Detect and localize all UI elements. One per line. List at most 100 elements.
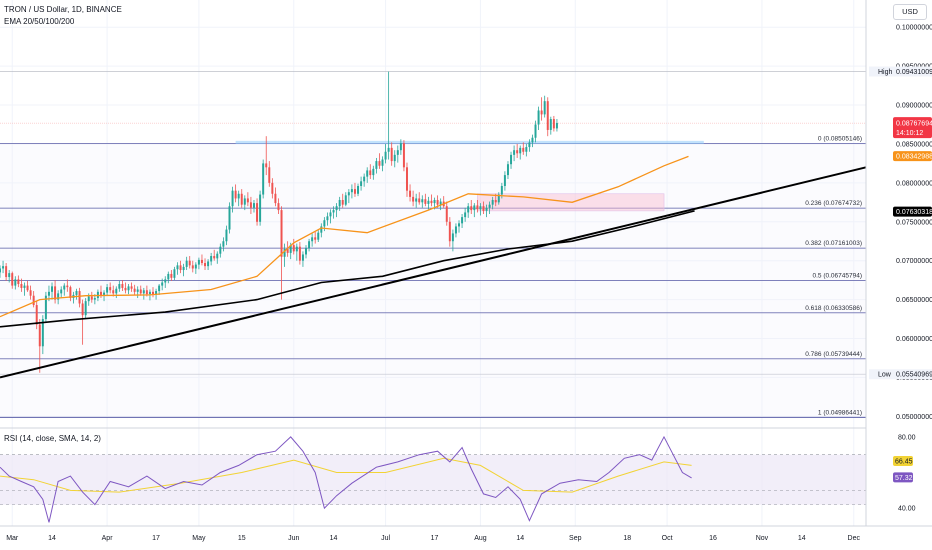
candle-body bbox=[75, 291, 78, 295]
candle-body bbox=[188, 260, 191, 266]
fibonacci-retracement[interactable]: 0 (0.08505146) 0.236 (0.07674732) 0.382 (0… bbox=[0, 136, 866, 418]
candle-body bbox=[458, 223, 461, 227]
low-label: Low bbox=[878, 372, 892, 379]
candle-body bbox=[81, 303, 84, 316]
candle-body bbox=[204, 263, 207, 267]
candle-body bbox=[191, 265, 194, 269]
candle-body bbox=[32, 295, 35, 306]
price-tick-label: 0.07000000 bbox=[896, 258, 932, 265]
candle-body bbox=[418, 198, 421, 203]
candle-body bbox=[17, 279, 20, 285]
candle-body bbox=[372, 168, 375, 176]
candle-body bbox=[341, 199, 344, 205]
candle-body bbox=[436, 199, 439, 205]
time-tick-label: Jul bbox=[381, 535, 390, 542]
candle-body bbox=[234, 190, 237, 199]
indicator-legend[interactable]: EMA 20/50/100/200 bbox=[4, 17, 75, 26]
candle-body bbox=[464, 212, 467, 218]
candle-body bbox=[216, 253, 219, 259]
candle-body bbox=[301, 254, 304, 261]
candle-body bbox=[534, 124, 537, 138]
candle-body bbox=[115, 288, 118, 294]
high-label: High bbox=[878, 69, 893, 76]
candle-body bbox=[54, 286, 57, 300]
candle-body bbox=[467, 206, 470, 213]
candle-body bbox=[8, 273, 11, 278]
candle-body bbox=[525, 147, 528, 152]
candle-body bbox=[430, 200, 433, 204]
rsi-sma-badge bbox=[893, 456, 913, 467]
candle-body bbox=[424, 199, 427, 204]
candle-body bbox=[549, 119, 552, 130]
candle-body bbox=[491, 199, 494, 205]
fib-level-label: 0.5 (0.06745794) bbox=[812, 272, 862, 279]
bar-countdown: 14:10:12 bbox=[896, 130, 923, 137]
candle-body bbox=[179, 265, 182, 271]
candle-body bbox=[127, 286, 130, 291]
candle-body bbox=[461, 217, 464, 224]
price-axis[interactable]: 0.100000000.095000000.090000000.08500000… bbox=[865, 0, 932, 550]
candle-body bbox=[51, 286, 54, 292]
candle-body bbox=[427, 200, 430, 204]
candle-body bbox=[497, 194, 500, 203]
candle-body bbox=[38, 324, 41, 347]
indicator-lines bbox=[0, 155, 867, 379]
resistance-zone[interactable] bbox=[235, 140, 704, 144]
candle-body bbox=[164, 279, 167, 283]
candle-body bbox=[421, 199, 424, 203]
candle-body bbox=[363, 176, 366, 182]
candle-body bbox=[283, 249, 286, 257]
candle-body bbox=[366, 170, 369, 177]
time-tick-label: Mar bbox=[6, 535, 19, 542]
candle-body bbox=[249, 202, 252, 208]
candle-body bbox=[402, 143, 405, 168]
symbol-title: TRON / US Dollar, 1D, BINANCE bbox=[4, 5, 122, 14]
time-tick-label: Apr bbox=[102, 535, 114, 542]
time-tick-label: 17 bbox=[431, 535, 439, 542]
candle-body bbox=[286, 249, 289, 253]
candle-body bbox=[170, 273, 173, 278]
candle-body bbox=[29, 290, 32, 296]
candle-body bbox=[332, 210, 335, 213]
candle-body bbox=[121, 284, 124, 288]
candle-body bbox=[485, 207, 488, 211]
candle-body bbox=[60, 289, 63, 294]
candle-body bbox=[531, 137, 534, 143]
candle-body bbox=[99, 291, 102, 295]
candle-body bbox=[207, 261, 210, 267]
candle-body bbox=[350, 189, 353, 193]
candle-body bbox=[439, 201, 442, 205]
candle-body bbox=[537, 110, 540, 125]
candle-body bbox=[145, 290, 148, 295]
candle-body bbox=[454, 226, 457, 234]
time-tick-label: 14 bbox=[798, 535, 806, 542]
candle-body bbox=[433, 199, 436, 204]
candle-body bbox=[305, 248, 308, 255]
candle-body bbox=[35, 305, 38, 325]
time-axis[interactable]: Mar 14 Apr 17 May 15 Jun 14 Jul 17 Aug 14 Sep 18 Oct 16… bbox=[0, 525, 932, 542]
candle-body bbox=[308, 241, 311, 249]
currency-button[interactable]: USD bbox=[893, 4, 927, 20]
candle-body bbox=[136, 289, 139, 292]
candle-body bbox=[289, 245, 292, 253]
time-tick-label: Sep bbox=[569, 535, 582, 542]
candle-body bbox=[47, 291, 50, 296]
rsi-legend[interactable]: RSI (14, close, SMA, 14, 2) bbox=[4, 434, 101, 443]
candle-body bbox=[510, 154, 513, 165]
candle-body bbox=[375, 161, 378, 169]
rsi-pane[interactable] bbox=[0, 427, 932, 523]
high-label-bg bbox=[869, 66, 932, 77]
candle-body bbox=[470, 206, 473, 211]
candle-body bbox=[347, 192, 350, 196]
candle-body bbox=[323, 220, 326, 227]
candle-body bbox=[488, 204, 491, 208]
candle-body bbox=[63, 285, 66, 290]
fib-level-label: 0.618 (0.06330586) bbox=[805, 305, 862, 312]
candle-body bbox=[546, 101, 549, 130]
candle-body bbox=[280, 210, 283, 257]
ema-50-value: 0.08342988 bbox=[896, 154, 932, 161]
candle-body bbox=[155, 291, 158, 295]
candle-body bbox=[0, 268, 1, 273]
fib-band bbox=[0, 208, 866, 249]
